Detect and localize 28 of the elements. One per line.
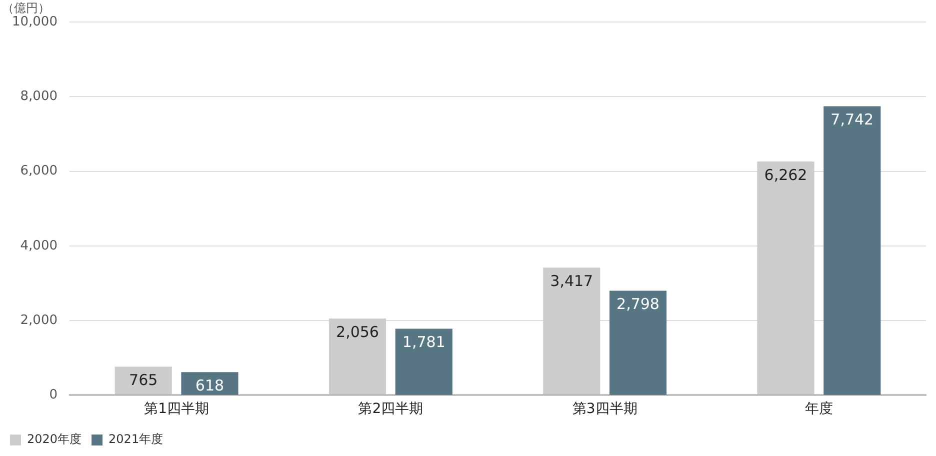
legend-label: 2020年度 xyxy=(27,432,82,446)
y-tick-label: 8,000 xyxy=(20,89,58,104)
x-tick-label: 第1四半期 xyxy=(144,401,210,418)
data-label: 765 xyxy=(129,371,158,390)
data-label: 1,781 xyxy=(402,333,446,352)
data-label: 2,056 xyxy=(336,322,379,341)
bar xyxy=(757,162,814,395)
bar xyxy=(609,290,667,395)
bar xyxy=(824,106,881,395)
data-label: 2,798 xyxy=(616,295,660,314)
y-tick-label: 0 xyxy=(49,388,58,403)
y-tick-label: 2,000 xyxy=(20,312,58,328)
y-tick-label: 10,000 xyxy=(12,14,58,30)
bar xyxy=(328,318,386,395)
legend-label: 2021年度 xyxy=(108,432,164,446)
data-label: 7,742 xyxy=(830,110,874,129)
x-tick-label: 年度 xyxy=(804,401,833,418)
data-label: 3,417 xyxy=(550,272,594,290)
y-tick-label: 6,000 xyxy=(20,164,58,179)
data-label: 6,262 xyxy=(764,166,808,184)
x-tick-label: 第3四半期 xyxy=(572,401,638,418)
x-tick-label: 第2四半期 xyxy=(358,401,424,418)
y-axis-title: （億円） xyxy=(2,1,50,16)
bar xyxy=(114,366,172,395)
bar xyxy=(543,268,600,395)
data-label: 618 xyxy=(195,376,224,395)
y-tick-label: 4,000 xyxy=(20,238,58,254)
bar xyxy=(395,328,452,395)
